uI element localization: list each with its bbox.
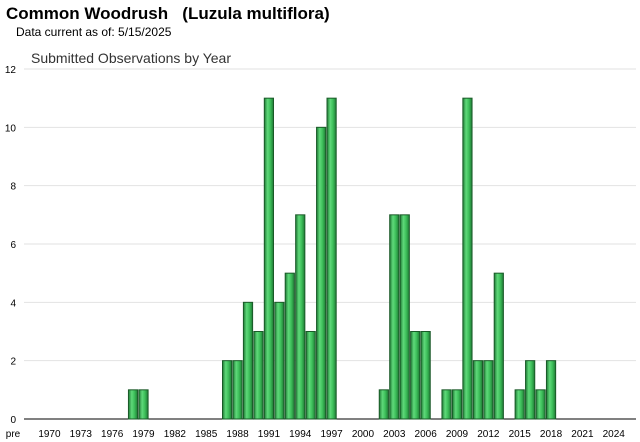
- bar-2013: [493, 272, 504, 420]
- y-tick-label: 10: [5, 123, 17, 134]
- bar-2009: [451, 389, 463, 420]
- bar-2003: [389, 214, 400, 420]
- x-tick-label: pre: [6, 429, 21, 440]
- x-tick-label: 1970: [38, 429, 61, 440]
- bar-2011: [472, 360, 483, 420]
- y-tick-label: 12: [5, 65, 17, 76]
- x-tick-label: 2015: [509, 429, 532, 440]
- bar-2002: [378, 389, 389, 420]
- bar-1989: [242, 301, 254, 420]
- bar-1996: [316, 126, 327, 420]
- bar-2016: [525, 360, 536, 420]
- x-tick-label: 1991: [258, 429, 281, 440]
- x-tick-label: 1994: [289, 429, 312, 440]
- x-tick-label: 2003: [383, 429, 406, 440]
- x-tick-label: 1997: [320, 429, 343, 440]
- x-tick-label: 2006: [415, 429, 438, 440]
- y-tick-label: 4: [10, 298, 16, 309]
- bar-1978: [127, 389, 139, 420]
- bar-2018: [545, 360, 557, 420]
- x-tick-label: 1973: [70, 429, 93, 440]
- bar-2017: [535, 389, 546, 420]
- bar-2012: [483, 360, 494, 420]
- x-tick-label: 2000: [352, 429, 375, 440]
- x-tick-label: 2021: [571, 429, 594, 440]
- bar-2005: [410, 331, 421, 420]
- x-tick-label: 2012: [477, 429, 500, 440]
- x-tick-label: 2024: [603, 429, 626, 440]
- y-tick-label: 0: [10, 415, 16, 426]
- bar-2006: [420, 331, 431, 420]
- x-tick-label: 1976: [101, 429, 124, 440]
- bar-2004: [399, 214, 410, 420]
- x-tick-label: 2018: [540, 429, 563, 440]
- bar-1997: [326, 97, 337, 420]
- bar-1992: [274, 301, 285, 420]
- y-tick-label: 8: [10, 182, 16, 193]
- x-tick-label: 1985: [195, 429, 218, 440]
- bar-2010: [462, 97, 473, 420]
- y-tick-label: 6: [10, 240, 16, 251]
- page-title: Common Woodrush (Luzula multiflora): [6, 4, 330, 23]
- bar-1993: [284, 272, 295, 420]
- x-tick-label: 1979: [132, 429, 155, 440]
- bar-2008: [441, 389, 452, 420]
- data-current-label: Data current as of: 5/15/2025: [16, 25, 172, 39]
- x-tick-label: 1982: [164, 429, 187, 440]
- bar-1991: [263, 97, 274, 420]
- x-tick-label: 1988: [226, 429, 249, 440]
- bar-1987: [222, 360, 233, 420]
- bar-1988: [232, 360, 243, 420]
- bar-1994: [295, 214, 306, 420]
- bar-2015: [514, 389, 525, 420]
- bar-1995: [305, 331, 316, 420]
- bar-1979: [138, 389, 149, 420]
- chart-title: Submitted Observations by Year: [31, 50, 232, 66]
- x-tick-label: 2009: [446, 429, 469, 440]
- bar-1990: [253, 331, 264, 420]
- y-tick-label: 2: [10, 357, 16, 368]
